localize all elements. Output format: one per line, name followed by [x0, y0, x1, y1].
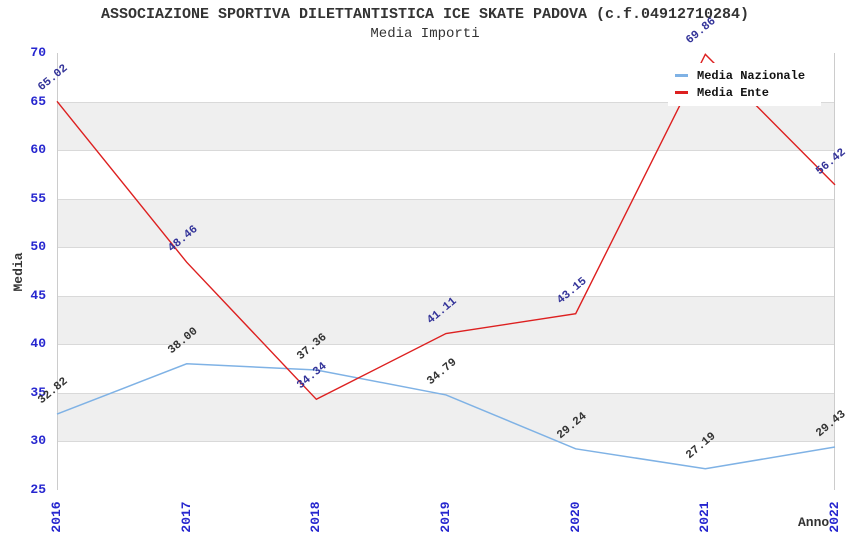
chart-subtitle: Media Importi — [370, 26, 480, 42]
y-tick-label: 50 — [30, 239, 46, 255]
x-tick-label: 2016 — [49, 501, 64, 533]
legend-item-media-ente: Media Ente — [675, 84, 821, 101]
x-axis-label: Anno — [798, 515, 830, 530]
legend-label-media-ente: Media Ente — [697, 85, 770, 100]
y-tick-label: 35 — [30, 384, 46, 400]
gridline — [58, 198, 834, 200]
x-tick-label: 2021 — [697, 501, 713, 533]
y-tick-label: 25 — [30, 482, 46, 497]
y-tick-label: 60 — [30, 142, 46, 158]
plot-band — [58, 392, 834, 442]
legend: Media Nazionale Media Ente — [668, 63, 821, 106]
y-tick-label: 70 — [30, 45, 46, 60]
plot-band — [58, 101, 834, 151]
plot-band — [58, 441, 834, 490]
plot-band — [58, 150, 834, 199]
gridline — [58, 150, 834, 152]
y-tick-label: 30 — [30, 433, 46, 449]
legend-label-media-nazionale: Media Nazionale — [697, 68, 806, 83]
x-tick-label: 2018 — [308, 501, 324, 533]
x-tick-label: 2017 — [178, 501, 194, 533]
y-tick-label: 65 — [30, 93, 46, 109]
legend-swatch-media-ente-icon — [675, 91, 688, 94]
chart-title: ASSOCIAZIONE SPORTIVA DILETTANTISTICA IC… — [100, 6, 750, 23]
y-tick-label: 45 — [30, 287, 46, 303]
y-tick-label: 40 — [30, 336, 46, 352]
x-tick-label: 2022 — [827, 501, 842, 533]
plot-area — [57, 53, 835, 490]
y-tick-label: 55 — [30, 190, 46, 206]
legend-swatch-media-nazionale-icon — [675, 74, 688, 77]
x-tick-label: 2020 — [567, 501, 583, 533]
x-tick-label: 2019 — [438, 501, 453, 533]
gridline — [58, 441, 834, 443]
gridline — [58, 392, 834, 394]
gridline — [58, 295, 834, 297]
legend-item-media-nazionale: Media Nazionale — [675, 67, 821, 84]
